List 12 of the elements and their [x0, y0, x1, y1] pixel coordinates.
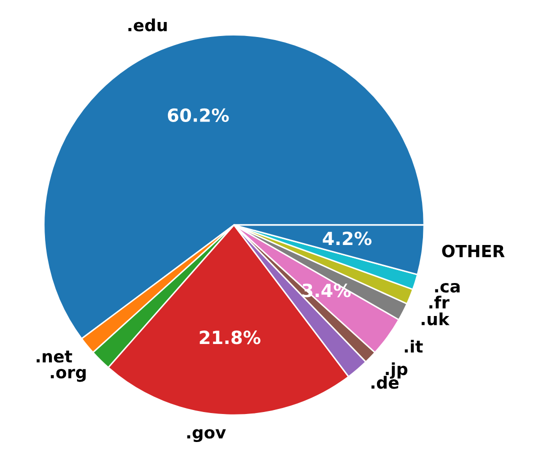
- data-label: 4.2%: [322, 232, 372, 246]
- slice-label: .gov: [187, 429, 226, 442]
- slice-label: .ca: [435, 283, 460, 293]
- data-label: 21.8%: [200, 330, 260, 344]
- slice-label: OTHER: [442, 244, 505, 258]
- slice-label: .uk: [422, 312, 450, 326]
- slice-label: .it: [404, 340, 423, 352]
- data-label: 60.2%: [168, 108, 229, 122]
- slice-label: .org: [50, 368, 86, 382]
- slice-label: .fr: [429, 296, 450, 308]
- slice-label: .net: [36, 350, 72, 363]
- slice-label: .edu: [128, 18, 167, 32]
